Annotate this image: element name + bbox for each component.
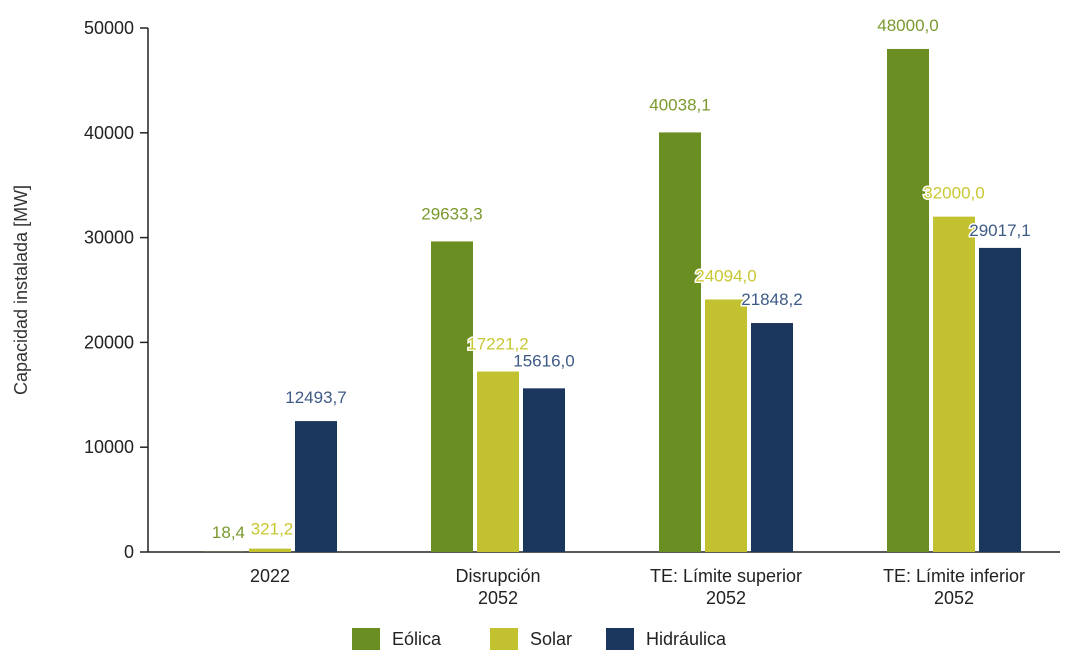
y-tick-label: 10000 [84, 437, 134, 457]
data-label: 18,4 [212, 523, 245, 542]
x-tick-label: Disrupción [455, 566, 540, 586]
bar [979, 247, 1021, 552]
bar [477, 371, 519, 552]
data-label: 17221,2 [467, 335, 528, 354]
x-tick-label: 2022 [250, 566, 290, 586]
legend-swatch [352, 628, 380, 650]
bar [523, 388, 565, 552]
bar [659, 132, 701, 553]
data-label: 21848,2 [741, 290, 802, 309]
legend-label: Eólica [392, 629, 442, 649]
bar [249, 548, 291, 552]
data-label: 29633,3 [421, 204, 482, 223]
y-tick-label: 30000 [84, 228, 134, 248]
y-axis-title: Capacidad instalada [MW] [11, 185, 31, 395]
bar [431, 241, 473, 553]
x-tick-label: TE: Límite inferior [883, 566, 1025, 586]
y-tick-label: 0 [124, 542, 134, 562]
y-tick-label: 20000 [84, 332, 134, 352]
bar [887, 48, 929, 553]
bar [295, 421, 337, 552]
y-tick-label: 50000 [84, 18, 134, 38]
legend-label: Solar [530, 629, 572, 649]
y-tick-label: 40000 [84, 123, 134, 143]
bar [751, 323, 793, 552]
legend-swatch [606, 628, 634, 650]
bar [705, 299, 747, 552]
legend: Eólica Solar Hidráulica [352, 628, 727, 650]
data-label: 15616,0 [513, 351, 574, 370]
data-label: 12493,7 [285, 388, 346, 407]
axes: 0 10000 20000 30000 40000 50000 Capacidad inst… [11, 18, 1060, 608]
data-label: 321,2 [251, 520, 294, 539]
data-label: 24094,0 [695, 266, 756, 285]
data-label: 29017,1 [969, 221, 1030, 240]
legend-swatch [490, 628, 518, 650]
x-tick-label: 2052 [478, 588, 518, 608]
x-tick-label: 2052 [934, 588, 974, 608]
x-tick-label: 2052 [706, 588, 746, 608]
bars [203, 48, 1021, 553]
data-label: 40038,1 [649, 95, 710, 114]
data-label: 32000,0 [923, 184, 984, 203]
bar [933, 216, 975, 552]
legend-label: Hidráulica [646, 629, 727, 649]
data-label: 48000,0 [877, 16, 938, 35]
x-tick-label: TE: Límite superior [650, 566, 802, 586]
